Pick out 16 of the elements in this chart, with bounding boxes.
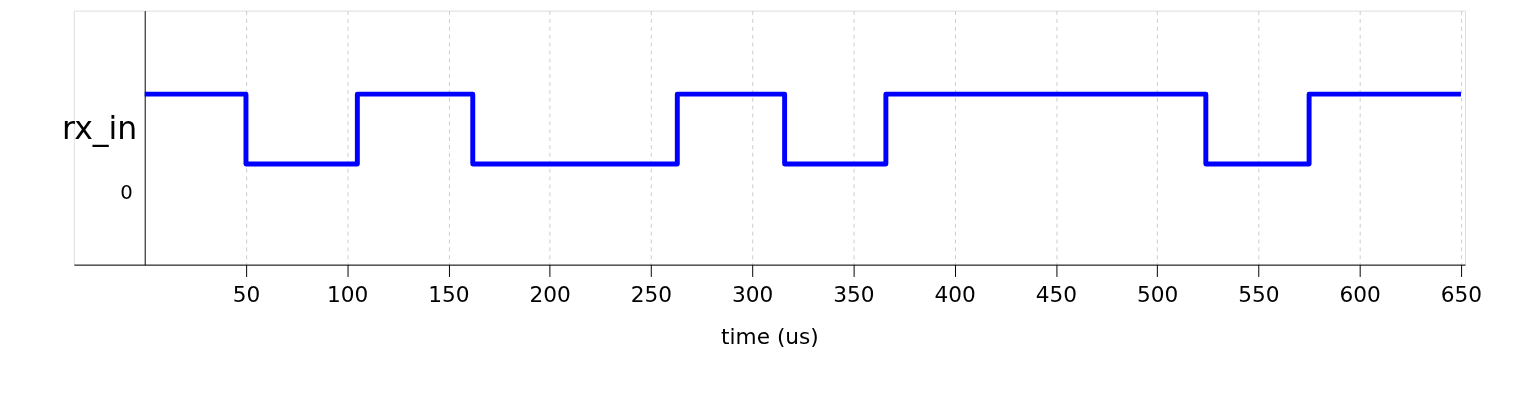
x-tick-label: 150 xyxy=(428,281,470,307)
x-tick-label: 250 xyxy=(630,281,673,307)
x-tick-label: 300 xyxy=(732,281,774,307)
x-tick-label: 500 xyxy=(1137,281,1179,307)
x-tick-label: 550 xyxy=(1238,281,1280,307)
x-tick-label: 350 xyxy=(833,281,875,307)
x-tick-label: 600 xyxy=(1339,281,1381,307)
x-tick-label: 400 xyxy=(934,281,976,307)
x-tick-label: 200 xyxy=(529,281,571,307)
x-tick-label: 450 xyxy=(1035,281,1078,307)
x-tick-label: 650 xyxy=(1440,281,1483,307)
x-tick-label: 100 xyxy=(327,281,369,307)
y-axis-title: rx_in xyxy=(62,110,138,148)
x-axis-title: time (us) xyxy=(721,323,819,349)
x-tick-label: 50 xyxy=(232,281,261,307)
annotation: 0 xyxy=(120,180,133,204)
